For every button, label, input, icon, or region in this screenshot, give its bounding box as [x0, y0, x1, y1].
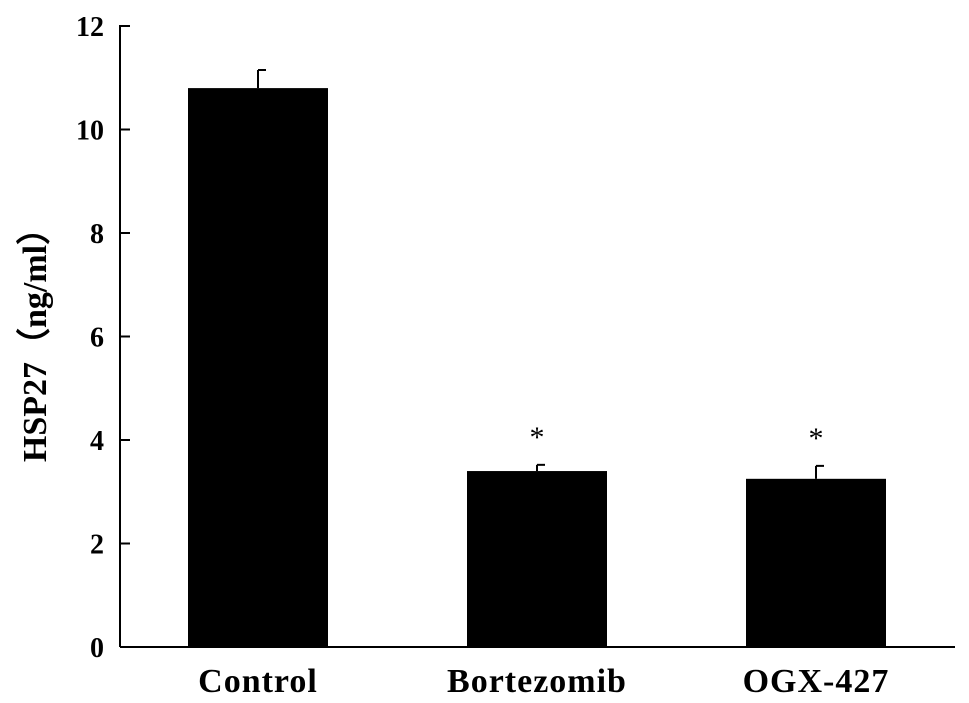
bar-control	[188, 88, 328, 648]
y-tick-label: 10	[76, 116, 104, 147]
bar-bortezomib	[467, 471, 607, 647]
significance-asterisk: *	[809, 422, 824, 455]
y-tick-label: 2	[90, 530, 104, 561]
y-axis-ticks: 0 2 4 6 8 10 12	[76, 12, 130, 664]
y-tick-label: 0	[90, 633, 104, 664]
bars	[188, 88, 886, 648]
significance-asterisk: *	[530, 421, 545, 454]
error-bars	[257, 68, 824, 479]
y-tick-label: 6	[90, 323, 104, 354]
x-axis-labels: Control Bortezomib OGX-427	[198, 663, 890, 700]
x-category-label: OGX-427	[743, 663, 890, 700]
y-axis-title: HSP27（ng/ml）	[15, 211, 54, 462]
significance-marks: * *	[530, 421, 824, 455]
bar-ogx-427	[746, 478, 886, 647]
x-category-label: Control	[198, 663, 318, 700]
y-tick-label: 4	[90, 426, 104, 457]
y-tick-label: 8	[90, 219, 104, 250]
y-tick-label: 12	[76, 12, 104, 43]
x-category-label: Bortezomib	[447, 663, 627, 700]
